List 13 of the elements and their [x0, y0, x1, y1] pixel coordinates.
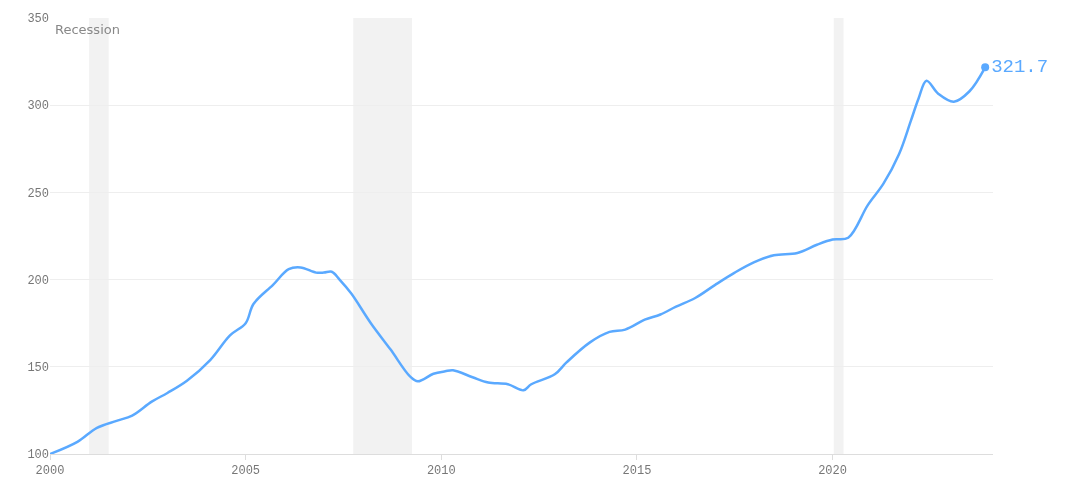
x-tick-label: 2000	[35, 464, 65, 479]
y-tick-label: 200	[27, 273, 49, 288]
x-tick-label: 2020	[818, 464, 847, 479]
annotation: Recession	[55, 22, 120, 37]
data-label: 321.7	[991, 56, 1049, 79]
x-tick-label: 2010	[426, 464, 456, 479]
y-tick-label: 150	[27, 361, 49, 375]
y-tick-label: 300	[27, 99, 49, 114]
x-tick-label: 2015	[622, 464, 652, 479]
y-tick-label: 350	[27, 12, 49, 27]
x-tick-label: 2005	[231, 464, 261, 479]
y-tick-label: 100	[27, 448, 49, 463]
y-tick-label: 250	[27, 186, 49, 201]
